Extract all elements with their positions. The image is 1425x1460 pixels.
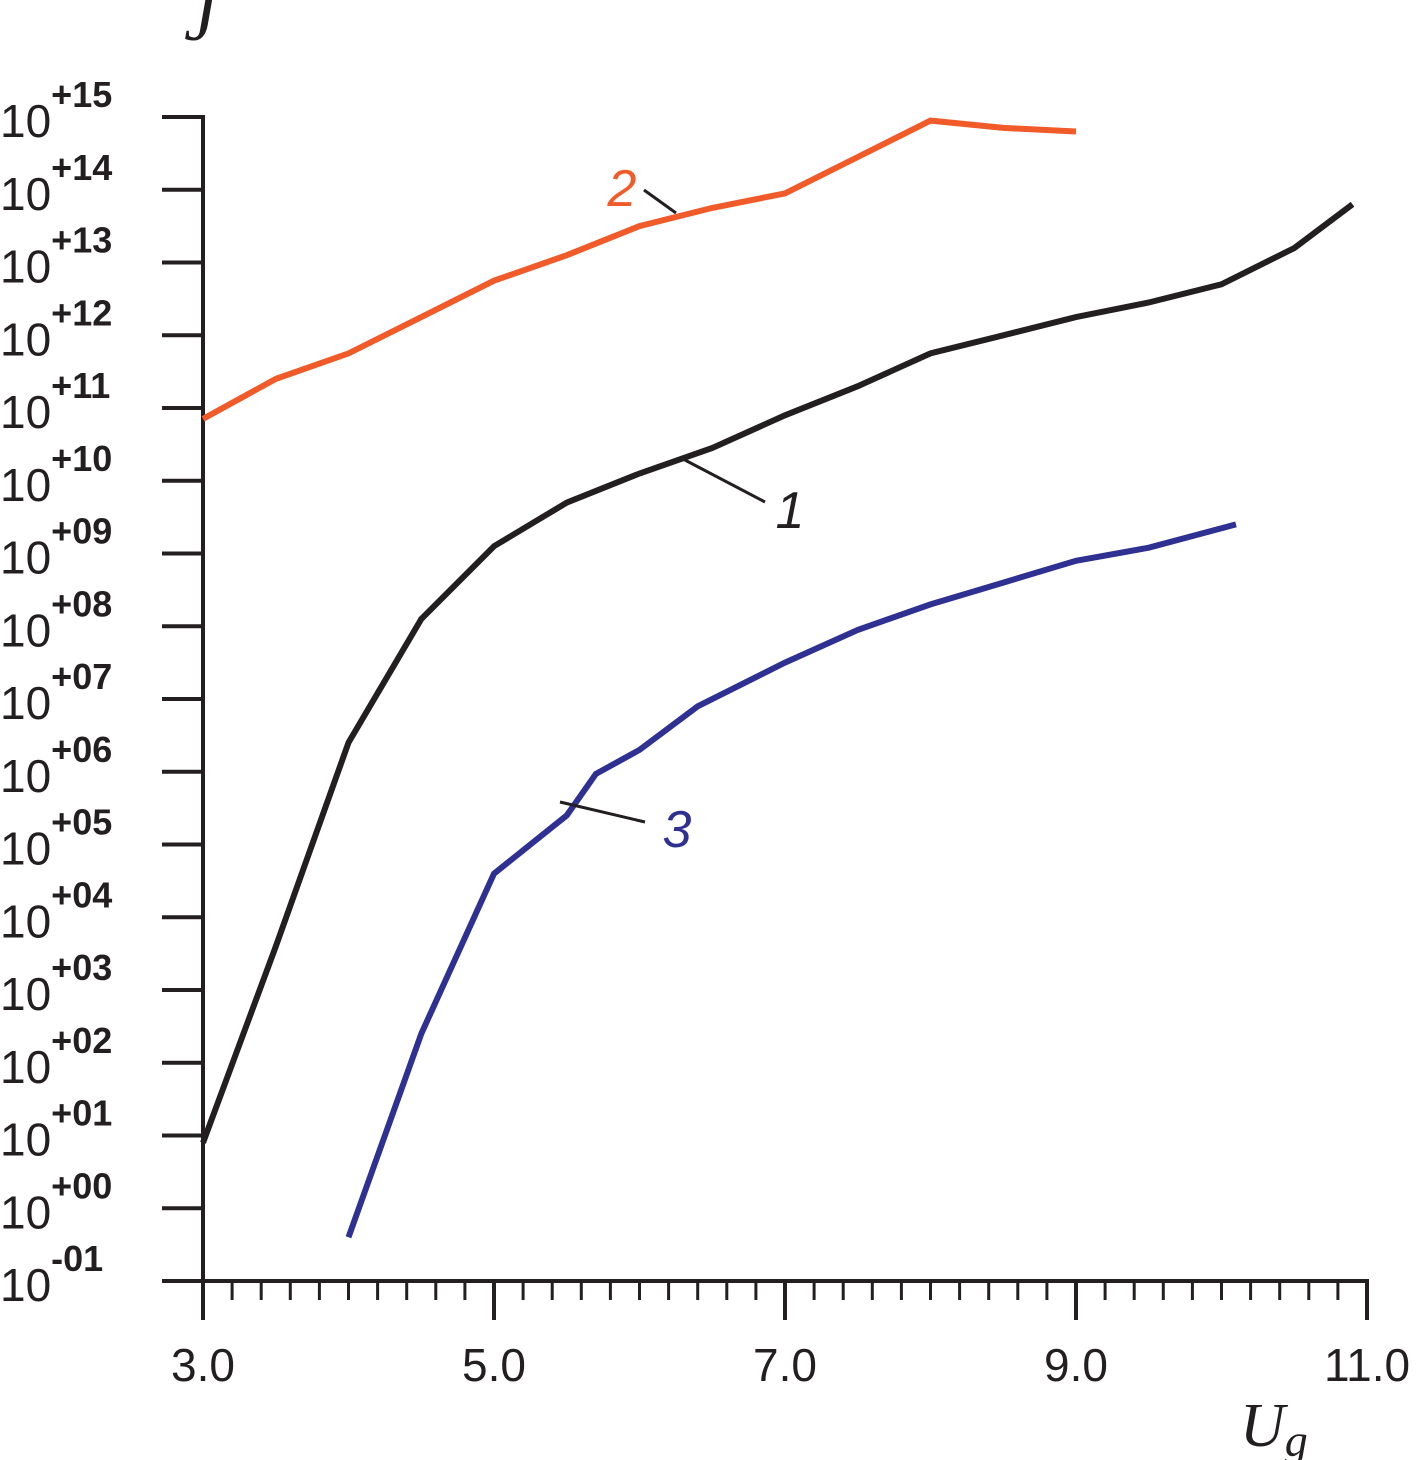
- x-tick-label: 5.0: [462, 1339, 526, 1391]
- y-tick-label: 10+10: [0, 438, 112, 511]
- x-axis-ticks: [201, 1281, 1369, 1320]
- x-tick-label: 11.0: [1324, 1339, 1410, 1391]
- x-tick-label: 7.0: [753, 1339, 817, 1391]
- x-tick-label: 9.0: [1044, 1339, 1108, 1391]
- y-tick-label: 10+15: [0, 74, 112, 147]
- series-1-label: 1: [776, 482, 805, 540]
- series-1-leader-line: [682, 457, 766, 504]
- series-2-label: 2: [607, 160, 637, 218]
- y-tick-label: 10+02: [0, 1020, 112, 1093]
- y-axis-ticks: [162, 115, 203, 1283]
- y-tick-label: 10+08: [0, 583, 112, 656]
- series-3-label: 3: [663, 801, 692, 859]
- y-tick-label: 10-01: [0, 1238, 103, 1311]
- x-axis-tick-labels: 3.0 5.0 7.0 9.0 11.0: [171, 1339, 1410, 1391]
- y-tick-label: 10+01: [0, 1093, 112, 1166]
- series-1-line: [200, 201, 1355, 1144]
- x-tick-label: 3.0: [171, 1339, 235, 1391]
- y-tick-label: 10+11: [0, 365, 110, 438]
- series-3-leader-line: [559, 800, 646, 824]
- y-tick-label: 10+00: [0, 1165, 112, 1238]
- y-tick-label: 10+05: [0, 802, 112, 875]
- x-axis-label: Ug: [1240, 1392, 1308, 1460]
- series-2-line: [201, 117, 1077, 422]
- y-tick-label: 10+12: [0, 292, 112, 365]
- y-tick-label: 10+04: [0, 874, 112, 947]
- y-tick-label: 10+14: [0, 147, 112, 220]
- y-tick-label: 10+07: [0, 656, 112, 729]
- y-tick-label: 10+03: [0, 947, 112, 1020]
- series-3-line: [345, 521, 1237, 1239]
- y-axis-tick-labels: 10-0110+0010+0110+0210+0310+0410+0510+06…: [0, 74, 112, 1311]
- series-2-leader-line: [643, 188, 677, 215]
- y-tick-label: 10+06: [0, 729, 112, 802]
- series-lines: [200, 117, 1355, 1239]
- y-tick-label: 10+09: [0, 511, 112, 584]
- y-axis-label: J: [184, 0, 219, 56]
- y-tick-label: 10+13: [0, 220, 112, 293]
